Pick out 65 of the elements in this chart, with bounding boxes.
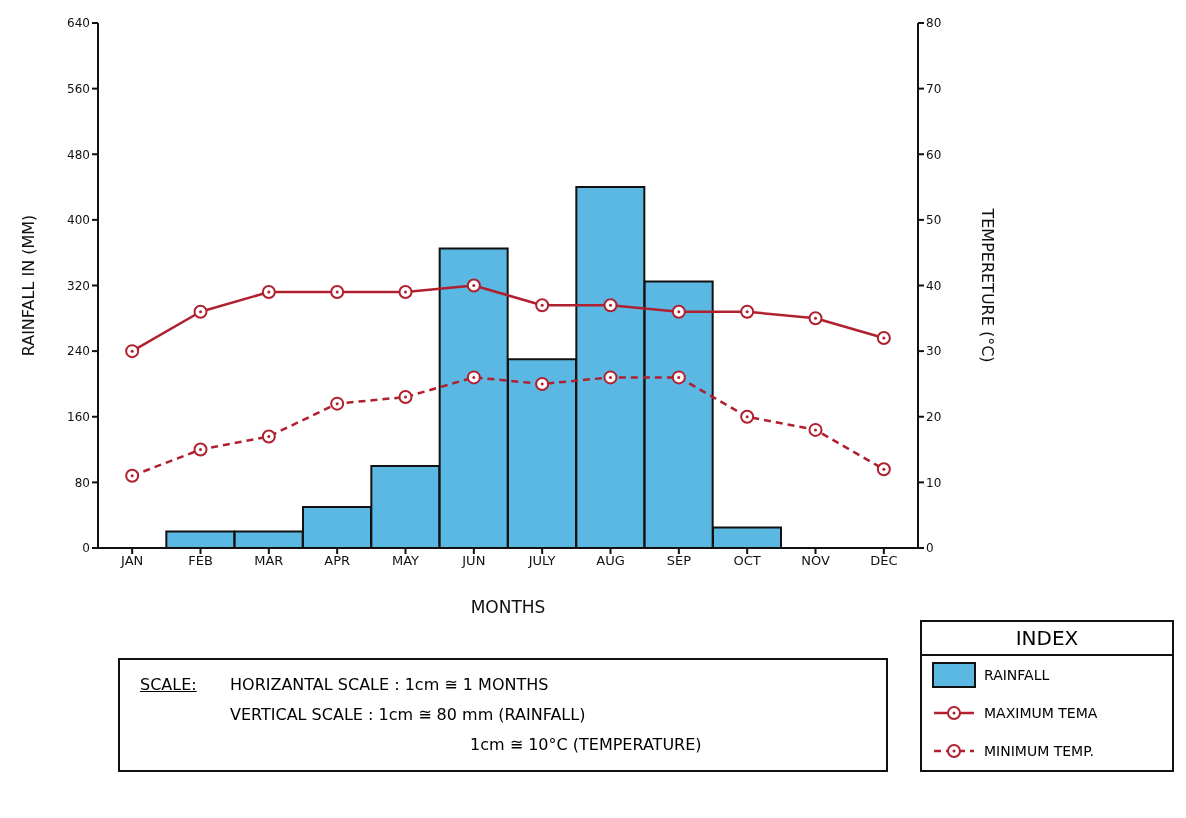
text: 1cm ≅ 10°C (TEMPERATURE) <box>469 734 703 756</box>
x-tick-label: MAR <box>254 553 284 569</box>
point <box>398 390 413 405</box>
point <box>261 285 276 300</box>
y-tick-label: 160 <box>67 410 90 425</box>
text: VERTICAL SCALE : 1cm ≅ 80 mm (RAINFALL) <box>229 704 587 726</box>
y2-tick-label: 60 <box>926 147 942 162</box>
x-tick-label: OCT <box>733 553 761 569</box>
point <box>466 278 481 293</box>
legend-label: MINIMUM TEMP. <box>984 743 1094 759</box>
y2-tick-label: 50 <box>926 213 942 228</box>
x-tick-label: NOV <box>801 553 830 569</box>
point <box>808 311 823 326</box>
legend-label: MAXIMUM TEMA <box>984 705 1098 721</box>
y2-tick-label: 20 <box>926 410 942 425</box>
point <box>740 304 755 319</box>
point <box>398 285 413 300</box>
point <box>193 304 208 319</box>
x-tick-label: JULY <box>527 553 556 569</box>
point <box>876 462 891 477</box>
y-tick-label: 480 <box>67 147 90 162</box>
point <box>603 298 618 313</box>
y-tick-label: 560 <box>67 81 90 96</box>
x-tick-label: JUN <box>461 553 486 569</box>
point <box>193 442 208 457</box>
x-tick-label: MAY <box>391 553 420 569</box>
y-tick-label: 320 <box>67 278 90 293</box>
point <box>876 331 891 345</box>
text: HORIZANTAL SCALE : 1cm ≅ 1 MONTHS <box>230 675 549 694</box>
x-tick-label: DEC <box>870 553 898 569</box>
point <box>261 429 276 444</box>
y2-tick-label: 70 <box>926 81 942 96</box>
x-tick-label: JAN <box>120 553 144 569</box>
y-tick-label: 400 <box>67 213 90 228</box>
x-axis-title: MONTHS <box>470 597 546 617</box>
y2-tick-label: 40 <box>926 278 942 293</box>
x-tick-label: FEB <box>188 553 213 569</box>
point <box>535 376 550 391</box>
point <box>125 344 140 359</box>
point <box>603 370 618 385</box>
legend-label: RAINFALL <box>984 667 1050 683</box>
x-tick-label: AUG <box>596 553 625 569</box>
point <box>330 285 345 300</box>
y2-tick-label: 10 <box>926 475 942 490</box>
point <box>671 370 686 385</box>
point <box>740 409 755 424</box>
point <box>125 468 140 483</box>
y-tick-label: 0 <box>82 541 90 556</box>
y-axis-title: RAINFALL IN (MM) <box>18 214 38 357</box>
y2-tick-label: 0 <box>926 541 934 556</box>
point <box>330 396 345 411</box>
x-tick-label: APR <box>324 553 351 569</box>
point <box>466 370 481 385</box>
point <box>535 298 550 313</box>
y-tick-label: 640 <box>67 16 90 31</box>
y-tick-label: 80 <box>74 475 90 490</box>
y2-tick-label: 30 <box>926 344 942 359</box>
point <box>671 304 686 319</box>
text: SCALE: <box>140 674 197 696</box>
y2-axis-title: TEMPERETURE (°C) <box>978 207 998 363</box>
x-tick-label: SEP <box>666 553 692 569</box>
point <box>808 422 823 437</box>
legend-title: INDEX <box>922 622 1172 656</box>
y-tick-label: 240 <box>67 344 90 359</box>
y2-tick-label: 80 <box>926 16 942 31</box>
